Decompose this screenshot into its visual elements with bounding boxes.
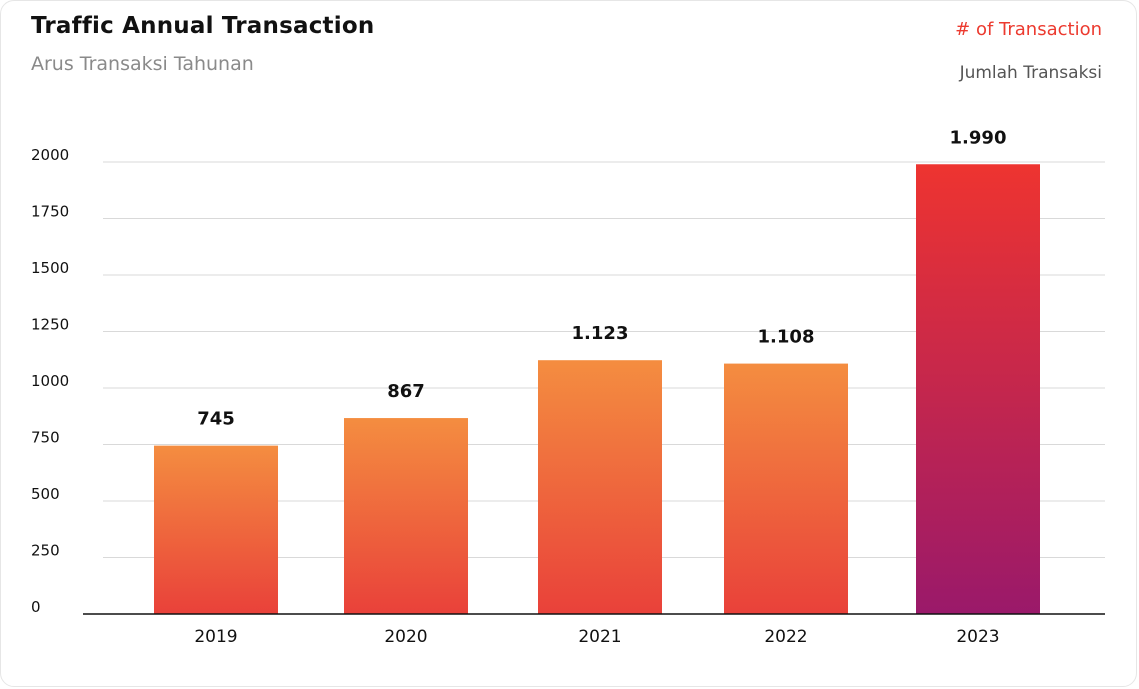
bar-2021[interactable]: [538, 360, 662, 614]
x-tick-label: 2023: [956, 627, 999, 647]
legend-subtitle: Jumlah Transaksi: [959, 63, 1102, 83]
data-label: 745: [197, 409, 235, 430]
bar-2022[interactable]: [724, 363, 848, 614]
y-tick-label: 1250: [31, 316, 69, 334]
x-tick-label: 2022: [764, 627, 807, 647]
bar-2020[interactable]: [344, 418, 468, 614]
y-tick-label: 750: [31, 429, 60, 447]
y-tick-label: 1750: [31, 203, 69, 221]
y-tick-label: 500: [31, 485, 60, 503]
data-label: 1.990: [950, 127, 1007, 148]
bar-2019[interactable]: [154, 445, 278, 614]
data-label: 1.123: [572, 323, 629, 344]
legend-title: # of Transaction: [955, 19, 1102, 40]
y-tick-label: 250: [31, 542, 60, 560]
bar-2023[interactable]: [916, 164, 1040, 614]
data-label: 1.108: [758, 327, 815, 348]
data-label: 867: [387, 381, 425, 402]
y-tick-label: 0: [31, 598, 41, 616]
y-tick-label: 1000: [31, 372, 69, 390]
x-tick-label: 2021: [578, 627, 621, 647]
y-tick-label: 2000: [31, 146, 69, 164]
x-tick-label: 2019: [194, 627, 237, 647]
y-tick-label: 1500: [31, 259, 69, 277]
x-tick-label: 2020: [384, 627, 427, 647]
chart-title: Traffic Annual Transaction: [31, 13, 375, 39]
chart-subtitle: Arus Transaksi Tahunan: [31, 53, 254, 75]
